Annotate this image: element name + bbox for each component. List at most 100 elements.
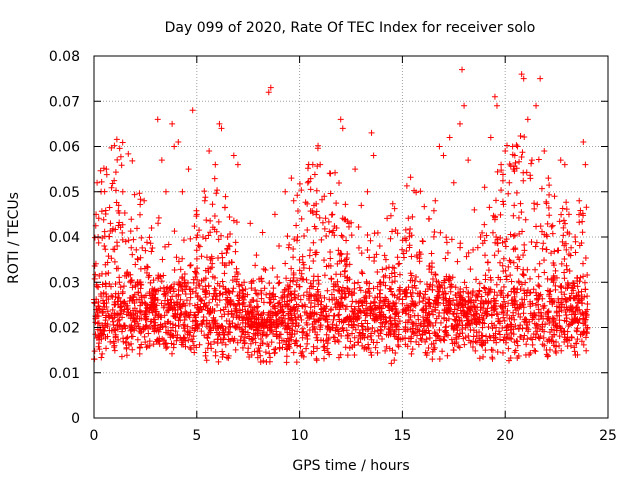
data-point (491, 303, 498, 310)
data-point (298, 275, 305, 282)
y-tick-label: 0.04 (49, 230, 80, 246)
data-point (172, 314, 179, 321)
data-point (425, 299, 432, 306)
data-point (329, 325, 336, 332)
data-point (476, 316, 483, 323)
data-point (328, 211, 335, 218)
data-point (426, 263, 433, 270)
data-point (576, 219, 583, 226)
data-point (91, 348, 98, 355)
data-point (549, 315, 556, 322)
data-point (282, 286, 289, 293)
data-point (181, 271, 188, 278)
data-point (182, 290, 189, 297)
data-point (339, 324, 346, 331)
data-point (317, 161, 324, 168)
data-point (253, 316, 260, 323)
data-point (186, 332, 193, 339)
data-point (266, 299, 273, 306)
data-point (395, 343, 402, 350)
data-point (409, 277, 416, 284)
data-point (321, 294, 328, 301)
x-tick-label: 15 (393, 428, 411, 444)
data-point (307, 247, 314, 254)
data-point (182, 302, 189, 309)
data-point (293, 359, 300, 366)
data-point (182, 337, 189, 344)
data-point (434, 283, 441, 290)
data-point (491, 252, 498, 259)
data-point (249, 306, 256, 313)
data-point (563, 206, 570, 213)
data-point (413, 322, 420, 329)
data-point (358, 202, 365, 209)
data-point (370, 152, 377, 159)
data-point (207, 229, 214, 236)
data-point (288, 312, 295, 319)
data-point (484, 291, 491, 298)
data-point (473, 339, 480, 346)
data-point (363, 345, 370, 352)
data-point (546, 291, 553, 298)
data-point (262, 349, 269, 356)
data-point (137, 196, 144, 203)
data-point (380, 297, 387, 304)
data-point (252, 286, 259, 293)
data-point (568, 311, 575, 318)
data-point (535, 156, 542, 163)
data-point (551, 274, 558, 281)
data-point (472, 347, 479, 354)
data-point (473, 333, 480, 340)
data-point (107, 220, 114, 227)
data-point (492, 197, 499, 204)
data-point (442, 295, 449, 302)
data-point (493, 281, 500, 288)
data-point (284, 233, 291, 240)
data-point (563, 246, 570, 253)
data-point (137, 265, 144, 272)
data-point (179, 288, 186, 295)
data-point (363, 280, 370, 287)
data-point (311, 223, 318, 230)
data-point (558, 211, 565, 218)
data-point (431, 297, 438, 304)
data-point (394, 230, 401, 237)
data-point (408, 253, 415, 260)
data-point (437, 319, 444, 326)
data-point (331, 223, 338, 230)
data-point (490, 295, 497, 302)
x-tick-label: 25 (599, 428, 617, 444)
data-point (239, 294, 246, 301)
data-point (514, 338, 521, 345)
data-point (318, 236, 325, 243)
data-point (502, 243, 509, 250)
data-point (317, 326, 324, 333)
data-point (177, 266, 184, 273)
data-point (105, 270, 112, 277)
data-point (330, 281, 337, 288)
data-point (414, 332, 421, 339)
data-point (458, 294, 465, 301)
data-point (543, 231, 550, 238)
data-point (533, 239, 540, 246)
data-point (202, 294, 209, 301)
data-point (377, 279, 384, 286)
data-point (515, 278, 522, 285)
data-point (236, 309, 243, 316)
data-point (233, 219, 240, 226)
data-point (574, 274, 581, 281)
data-point (95, 239, 102, 246)
data-point (405, 311, 412, 318)
data-point (275, 280, 282, 287)
data-point (528, 157, 535, 164)
data-point (571, 348, 578, 355)
data-point (154, 336, 161, 343)
data-point (489, 229, 496, 236)
data-point (250, 313, 257, 320)
data-point (546, 191, 553, 198)
data-point (171, 281, 178, 288)
data-point (408, 272, 415, 279)
data-point (138, 341, 145, 348)
data-point (314, 286, 321, 293)
data-point (310, 277, 317, 284)
